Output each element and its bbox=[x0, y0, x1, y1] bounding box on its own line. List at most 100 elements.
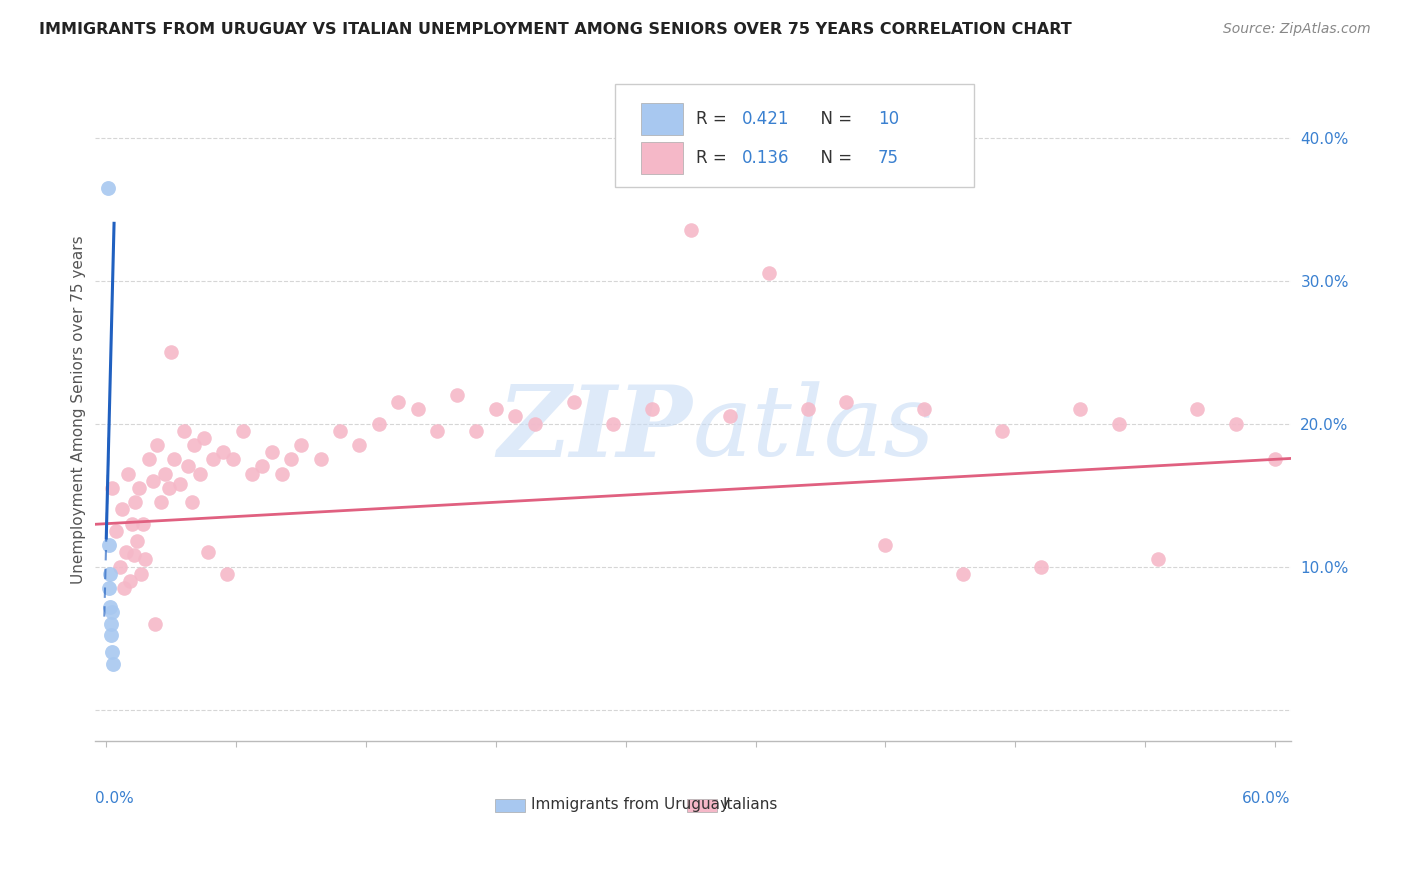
Point bbox=[97, 180, 120, 194]
Point bbox=[149, 495, 172, 509]
Point bbox=[290, 438, 312, 452]
Point bbox=[679, 223, 702, 237]
Point bbox=[98, 581, 121, 595]
Point bbox=[112, 581, 135, 595]
Point bbox=[387, 395, 409, 409]
Point bbox=[1108, 417, 1130, 431]
Point bbox=[1185, 402, 1208, 417]
Text: 75: 75 bbox=[877, 149, 898, 167]
Point bbox=[101, 481, 124, 495]
Point bbox=[640, 402, 662, 417]
Point bbox=[100, 605, 122, 619]
Point bbox=[270, 467, 292, 481]
Point bbox=[181, 495, 204, 509]
Point bbox=[157, 481, 180, 495]
Point bbox=[188, 467, 211, 481]
Point bbox=[1225, 417, 1247, 431]
FancyBboxPatch shape bbox=[495, 799, 526, 812]
Point bbox=[101, 657, 124, 671]
Text: R =: R = bbox=[696, 111, 733, 128]
Point bbox=[127, 533, 149, 548]
Text: Immigrants from Uruguay: Immigrants from Uruguay bbox=[531, 797, 730, 812]
Point bbox=[602, 417, 624, 431]
Point bbox=[875, 538, 897, 552]
Point bbox=[111, 502, 134, 516]
Text: atlas: atlas bbox=[693, 382, 935, 477]
Point bbox=[406, 402, 429, 417]
Point bbox=[952, 566, 974, 581]
Text: 0.0%: 0.0% bbox=[94, 791, 134, 805]
Point bbox=[183, 438, 205, 452]
Point bbox=[465, 424, 488, 438]
Point bbox=[132, 516, 155, 531]
Point bbox=[117, 467, 139, 481]
Point bbox=[134, 552, 156, 566]
Point bbox=[222, 452, 245, 467]
Point bbox=[98, 599, 121, 614]
Point bbox=[114, 545, 136, 559]
Point bbox=[100, 616, 122, 631]
Point bbox=[309, 452, 332, 467]
Point bbox=[98, 566, 121, 581]
Point bbox=[197, 545, 219, 559]
Point bbox=[240, 467, 263, 481]
Point bbox=[212, 445, 235, 459]
Text: Source: ZipAtlas.com: Source: ZipAtlas.com bbox=[1223, 22, 1371, 37]
Text: N =: N = bbox=[810, 149, 858, 167]
Point bbox=[193, 431, 215, 445]
Text: N =: N = bbox=[810, 111, 858, 128]
Point bbox=[122, 548, 145, 562]
Point bbox=[329, 424, 352, 438]
Point bbox=[758, 266, 780, 280]
Point bbox=[426, 424, 449, 438]
Point bbox=[215, 566, 238, 581]
Point bbox=[1147, 552, 1170, 566]
Point bbox=[97, 538, 120, 552]
Point bbox=[128, 481, 150, 495]
Point bbox=[718, 409, 741, 424]
Point bbox=[485, 402, 508, 417]
Point bbox=[1264, 452, 1286, 467]
Point bbox=[101, 645, 124, 659]
Point bbox=[138, 452, 160, 467]
Point bbox=[105, 524, 128, 538]
Point bbox=[991, 424, 1014, 438]
Point bbox=[250, 459, 273, 474]
Text: 60.0%: 60.0% bbox=[1241, 791, 1291, 805]
Point bbox=[163, 452, 186, 467]
Point bbox=[280, 452, 302, 467]
Point bbox=[100, 628, 122, 642]
Text: ZIP: ZIP bbox=[498, 381, 693, 477]
Point bbox=[143, 616, 166, 631]
FancyBboxPatch shape bbox=[686, 799, 717, 812]
Point bbox=[118, 574, 141, 588]
Text: R =: R = bbox=[696, 149, 733, 167]
Point bbox=[1031, 559, 1053, 574]
Y-axis label: Unemployment Among Seniors over 75 years: Unemployment Among Seniors over 75 years bbox=[72, 235, 86, 583]
Point bbox=[142, 474, 165, 488]
Point bbox=[446, 388, 468, 402]
Point bbox=[796, 402, 818, 417]
Point bbox=[159, 345, 181, 359]
Point bbox=[153, 467, 176, 481]
Point bbox=[146, 438, 169, 452]
Point bbox=[912, 402, 935, 417]
Point bbox=[121, 516, 143, 531]
Point bbox=[202, 452, 225, 467]
Text: IMMIGRANTS FROM URUGUAY VS ITALIAN UNEMPLOYMENT AMONG SENIORS OVER 75 YEARS CORR: IMMIGRANTS FROM URUGUAY VS ITALIAN UNEMP… bbox=[39, 22, 1073, 37]
Point bbox=[505, 409, 527, 424]
Point bbox=[232, 424, 254, 438]
Point bbox=[562, 395, 585, 409]
Point bbox=[349, 438, 371, 452]
Point bbox=[131, 566, 153, 581]
Text: Italians: Italians bbox=[723, 797, 778, 812]
Text: 0.136: 0.136 bbox=[741, 149, 789, 167]
Point bbox=[260, 445, 283, 459]
Point bbox=[169, 476, 191, 491]
Point bbox=[523, 417, 546, 431]
Point bbox=[124, 495, 146, 509]
Point bbox=[177, 459, 200, 474]
FancyBboxPatch shape bbox=[641, 103, 683, 136]
Point bbox=[1069, 402, 1091, 417]
Point bbox=[835, 395, 858, 409]
